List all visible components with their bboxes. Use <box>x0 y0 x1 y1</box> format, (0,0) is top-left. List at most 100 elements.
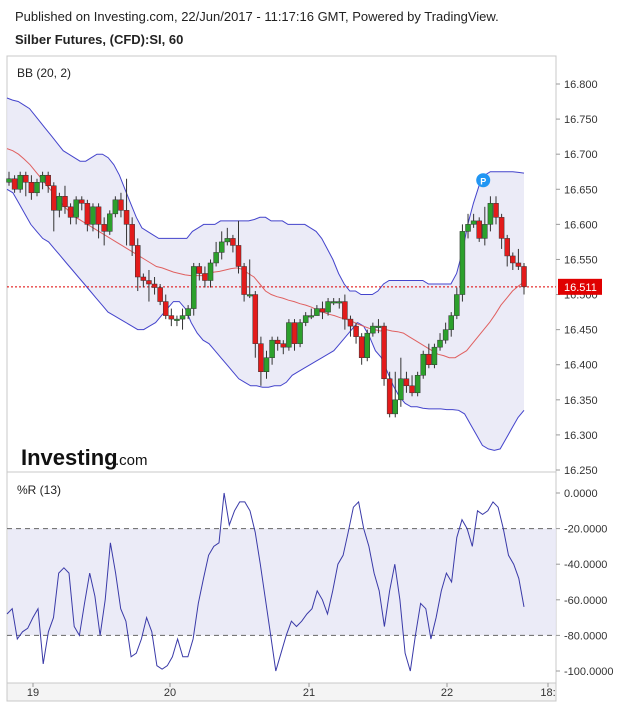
candle-body <box>39 174 46 183</box>
candle-body <box>342 301 348 320</box>
candle-body <box>459 231 466 295</box>
candle-body <box>515 262 522 267</box>
price-tick-label: 16.600 <box>564 219 598 231</box>
marker-label: P <box>480 176 486 186</box>
investing-logo: Investing .com <box>21 445 148 470</box>
candle-body <box>73 199 79 218</box>
candle-body <box>213 252 219 264</box>
candle-body <box>45 174 51 187</box>
candle-body <box>392 399 398 415</box>
bb-band-fill <box>7 98 524 451</box>
candle-body <box>314 308 320 316</box>
logo-main-text: Investing <box>21 445 118 470</box>
time-tick-label: 22 <box>441 687 453 699</box>
candle-body <box>470 220 477 225</box>
candle-body <box>135 245 141 278</box>
wr-tick-label: -100.0000 <box>564 666 614 678</box>
candle-body <box>118 199 124 211</box>
candlesticks: P <box>6 171 527 418</box>
candle-body <box>510 255 516 264</box>
candle-body <box>174 318 180 321</box>
candle-body <box>521 266 527 288</box>
bb-indicator-label: BB (20, 2) <box>17 66 71 80</box>
candle-body <box>84 203 91 225</box>
candle-body <box>274 339 281 344</box>
price-tick-label: 16.350 <box>564 395 598 407</box>
candle-body <box>51 185 57 211</box>
candle-body <box>420 353 426 376</box>
candle-body <box>62 196 68 208</box>
time-axis <box>6 682 557 702</box>
candle-body <box>230 238 236 246</box>
candle-body <box>414 375 421 394</box>
candle-body <box>398 378 404 401</box>
published-caption: Published on Investing.com, 22/Jun/2017 … <box>15 9 499 24</box>
time-tick-label: 21 <box>303 687 315 699</box>
candle-body <box>252 294 259 344</box>
candle-body <box>319 308 326 313</box>
time-tick-label: 19 <box>27 687 39 699</box>
candle-body <box>364 332 371 358</box>
williams-r-plot <box>6 492 556 672</box>
x-axis-labels: 19 20 21 22 18: <box>27 683 556 699</box>
wr-indicator-label: %R (13) <box>17 483 61 497</box>
symbol-title: Silber Futures, (CFD):SI, 60 <box>15 32 184 47</box>
candle-body <box>28 182 35 194</box>
wr-tick-label: -40.0000 <box>564 559 607 571</box>
candle-body <box>504 238 510 257</box>
price-tick-label: 16.550 <box>564 254 598 266</box>
price-tick-label: 16.300 <box>564 430 598 442</box>
candle-body <box>101 224 107 232</box>
candle-body <box>196 266 203 274</box>
candle-body <box>330 301 337 304</box>
candle-body <box>129 224 135 246</box>
candle-body <box>308 315 315 318</box>
wr-band-fill <box>8 528 556 636</box>
candle-body <box>224 238 231 243</box>
candle-body <box>67 206 74 218</box>
candle-body <box>123 210 130 225</box>
wr-tick-label: -20.0000 <box>564 524 607 536</box>
marker-circle <box>476 173 491 188</box>
bb-lower-line <box>6 188 525 451</box>
bb-upper-line <box>6 97 525 295</box>
candle-body <box>263 357 270 372</box>
candle-body <box>34 182 40 194</box>
candle-body <box>465 224 471 232</box>
candle-body <box>241 266 247 295</box>
candle-body <box>353 325 359 337</box>
candle-body <box>107 213 113 232</box>
price-tick-label: 16.700 <box>564 149 598 161</box>
candle-body <box>291 322 298 344</box>
candle-body <box>409 385 415 394</box>
candle-body <box>190 266 197 309</box>
candle-body <box>6 178 12 183</box>
candle-body <box>454 294 460 316</box>
candle-body <box>476 220 482 239</box>
candle-body <box>162 301 169 316</box>
candle-body <box>207 262 214 281</box>
candle-body <box>157 287 163 302</box>
candle-body <box>246 294 253 297</box>
candle-body <box>482 224 488 239</box>
candle-body <box>140 276 147 281</box>
price-tick-label: 16.400 <box>564 360 598 372</box>
candle-body <box>17 174 23 190</box>
candle-body <box>493 203 499 218</box>
candle-body <box>325 301 331 313</box>
candle-body <box>23 174 29 183</box>
candle-body <box>179 315 186 320</box>
candle-body <box>168 315 175 320</box>
candle-body <box>185 308 191 316</box>
logo-suffix-text: .com <box>115 452 148 469</box>
candle-body <box>487 203 494 225</box>
candle-body <box>403 378 410 387</box>
candle-body <box>95 206 102 225</box>
candle-body <box>269 339 275 358</box>
y-axis-labels: 16.800 16.750 16.700 16.650 16.600 16.550 16.5… <box>556 79 614 678</box>
candle-body <box>258 343 264 372</box>
candle-body <box>146 280 152 285</box>
candle-body <box>90 206 96 225</box>
candle-body <box>280 343 287 348</box>
